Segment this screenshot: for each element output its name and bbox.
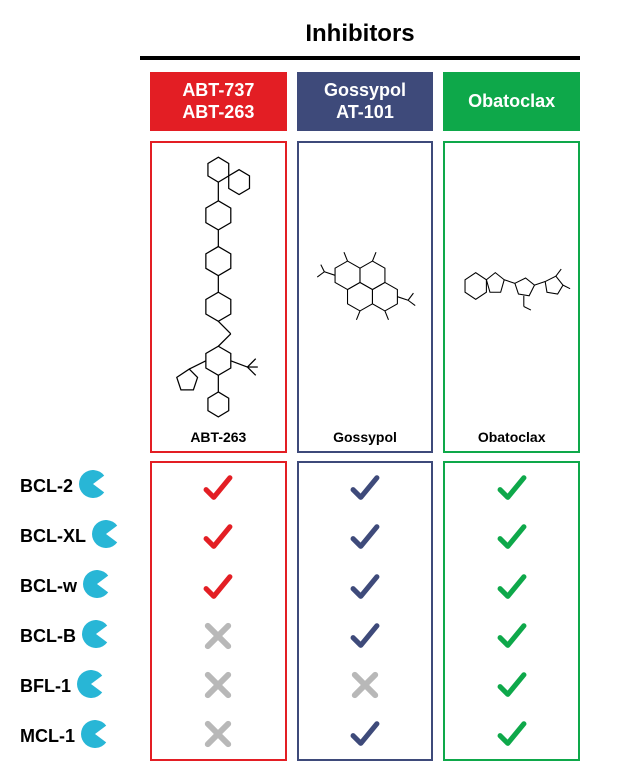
chemical-structure	[156, 147, 281, 425]
row-label: BCL-w	[20, 561, 140, 611]
column-header-line: Obatoclax	[447, 91, 576, 113]
row-text: BFL-1	[20, 676, 71, 697]
check-icon	[152, 562, 285, 611]
structure-box: ABT-263	[150, 141, 287, 453]
matrix-column	[443, 461, 580, 761]
check-icon	[445, 513, 578, 562]
pacman-icon	[83, 570, 111, 603]
column-header: GossypolAT-101	[297, 72, 434, 131]
structure-box: Obatoclax	[443, 141, 580, 453]
row-text: BCL-2	[20, 476, 73, 497]
check-icon	[299, 710, 432, 759]
row-label: MCL-1	[20, 711, 140, 761]
check-icon	[445, 710, 578, 759]
pacman-icon	[77, 670, 105, 703]
row-text: BCL-XL	[20, 526, 86, 547]
row-label: BCL-XL	[20, 511, 140, 561]
check-icon	[299, 513, 432, 562]
check-icon	[152, 463, 285, 512]
row-labels: BCL-2 BCL-XL BCL-w BCL-B BFL-1 MCL-1	[20, 461, 140, 761]
row-label: BCL-2	[20, 461, 140, 511]
row-label: BFL-1	[20, 661, 140, 711]
column-header-line: Gossypol	[301, 80, 430, 102]
structure-label: ABT-263	[190, 425, 246, 447]
check-icon	[152, 513, 285, 562]
pacman-icon	[79, 470, 107, 503]
chemical-structure	[303, 147, 428, 425]
row-text: BCL-w	[20, 576, 77, 597]
matrix-column	[150, 461, 287, 761]
check-icon	[299, 463, 432, 512]
pacman-icon	[81, 720, 109, 753]
structure-box: Gossypol	[297, 141, 434, 453]
row-text: BCL-B	[20, 626, 76, 647]
column-header-line: ABT-263	[154, 102, 283, 124]
chemical-structure	[449, 147, 574, 425]
row-label: BCL-B	[20, 611, 140, 661]
structure-label: Gossypol	[333, 425, 397, 447]
x-icon	[152, 661, 285, 710]
inhibitor-grid: ABT-737ABT-263GossypolAT-101Obatoclax	[20, 72, 580, 761]
column-header-line: ABT-737	[154, 80, 283, 102]
x-icon	[152, 611, 285, 660]
check-icon	[445, 611, 578, 660]
check-icon	[445, 661, 578, 710]
structure-label: Obatoclax	[478, 425, 546, 447]
check-icon	[445, 463, 578, 512]
pacman-icon	[82, 620, 110, 653]
check-icon	[299, 611, 432, 660]
matrix-column	[297, 461, 434, 761]
check-icon	[299, 562, 432, 611]
row-text: MCL-1	[20, 726, 75, 747]
column-header-line: AT-101	[301, 102, 430, 124]
column-header: Obatoclax	[443, 72, 580, 131]
x-icon	[299, 661, 432, 710]
check-icon	[445, 562, 578, 611]
x-icon	[152, 710, 285, 759]
title-underline	[140, 56, 580, 60]
pacman-icon	[92, 520, 120, 553]
page-title: Inhibitors	[140, 20, 580, 56]
column-header: ABT-737ABT-263	[150, 72, 287, 131]
